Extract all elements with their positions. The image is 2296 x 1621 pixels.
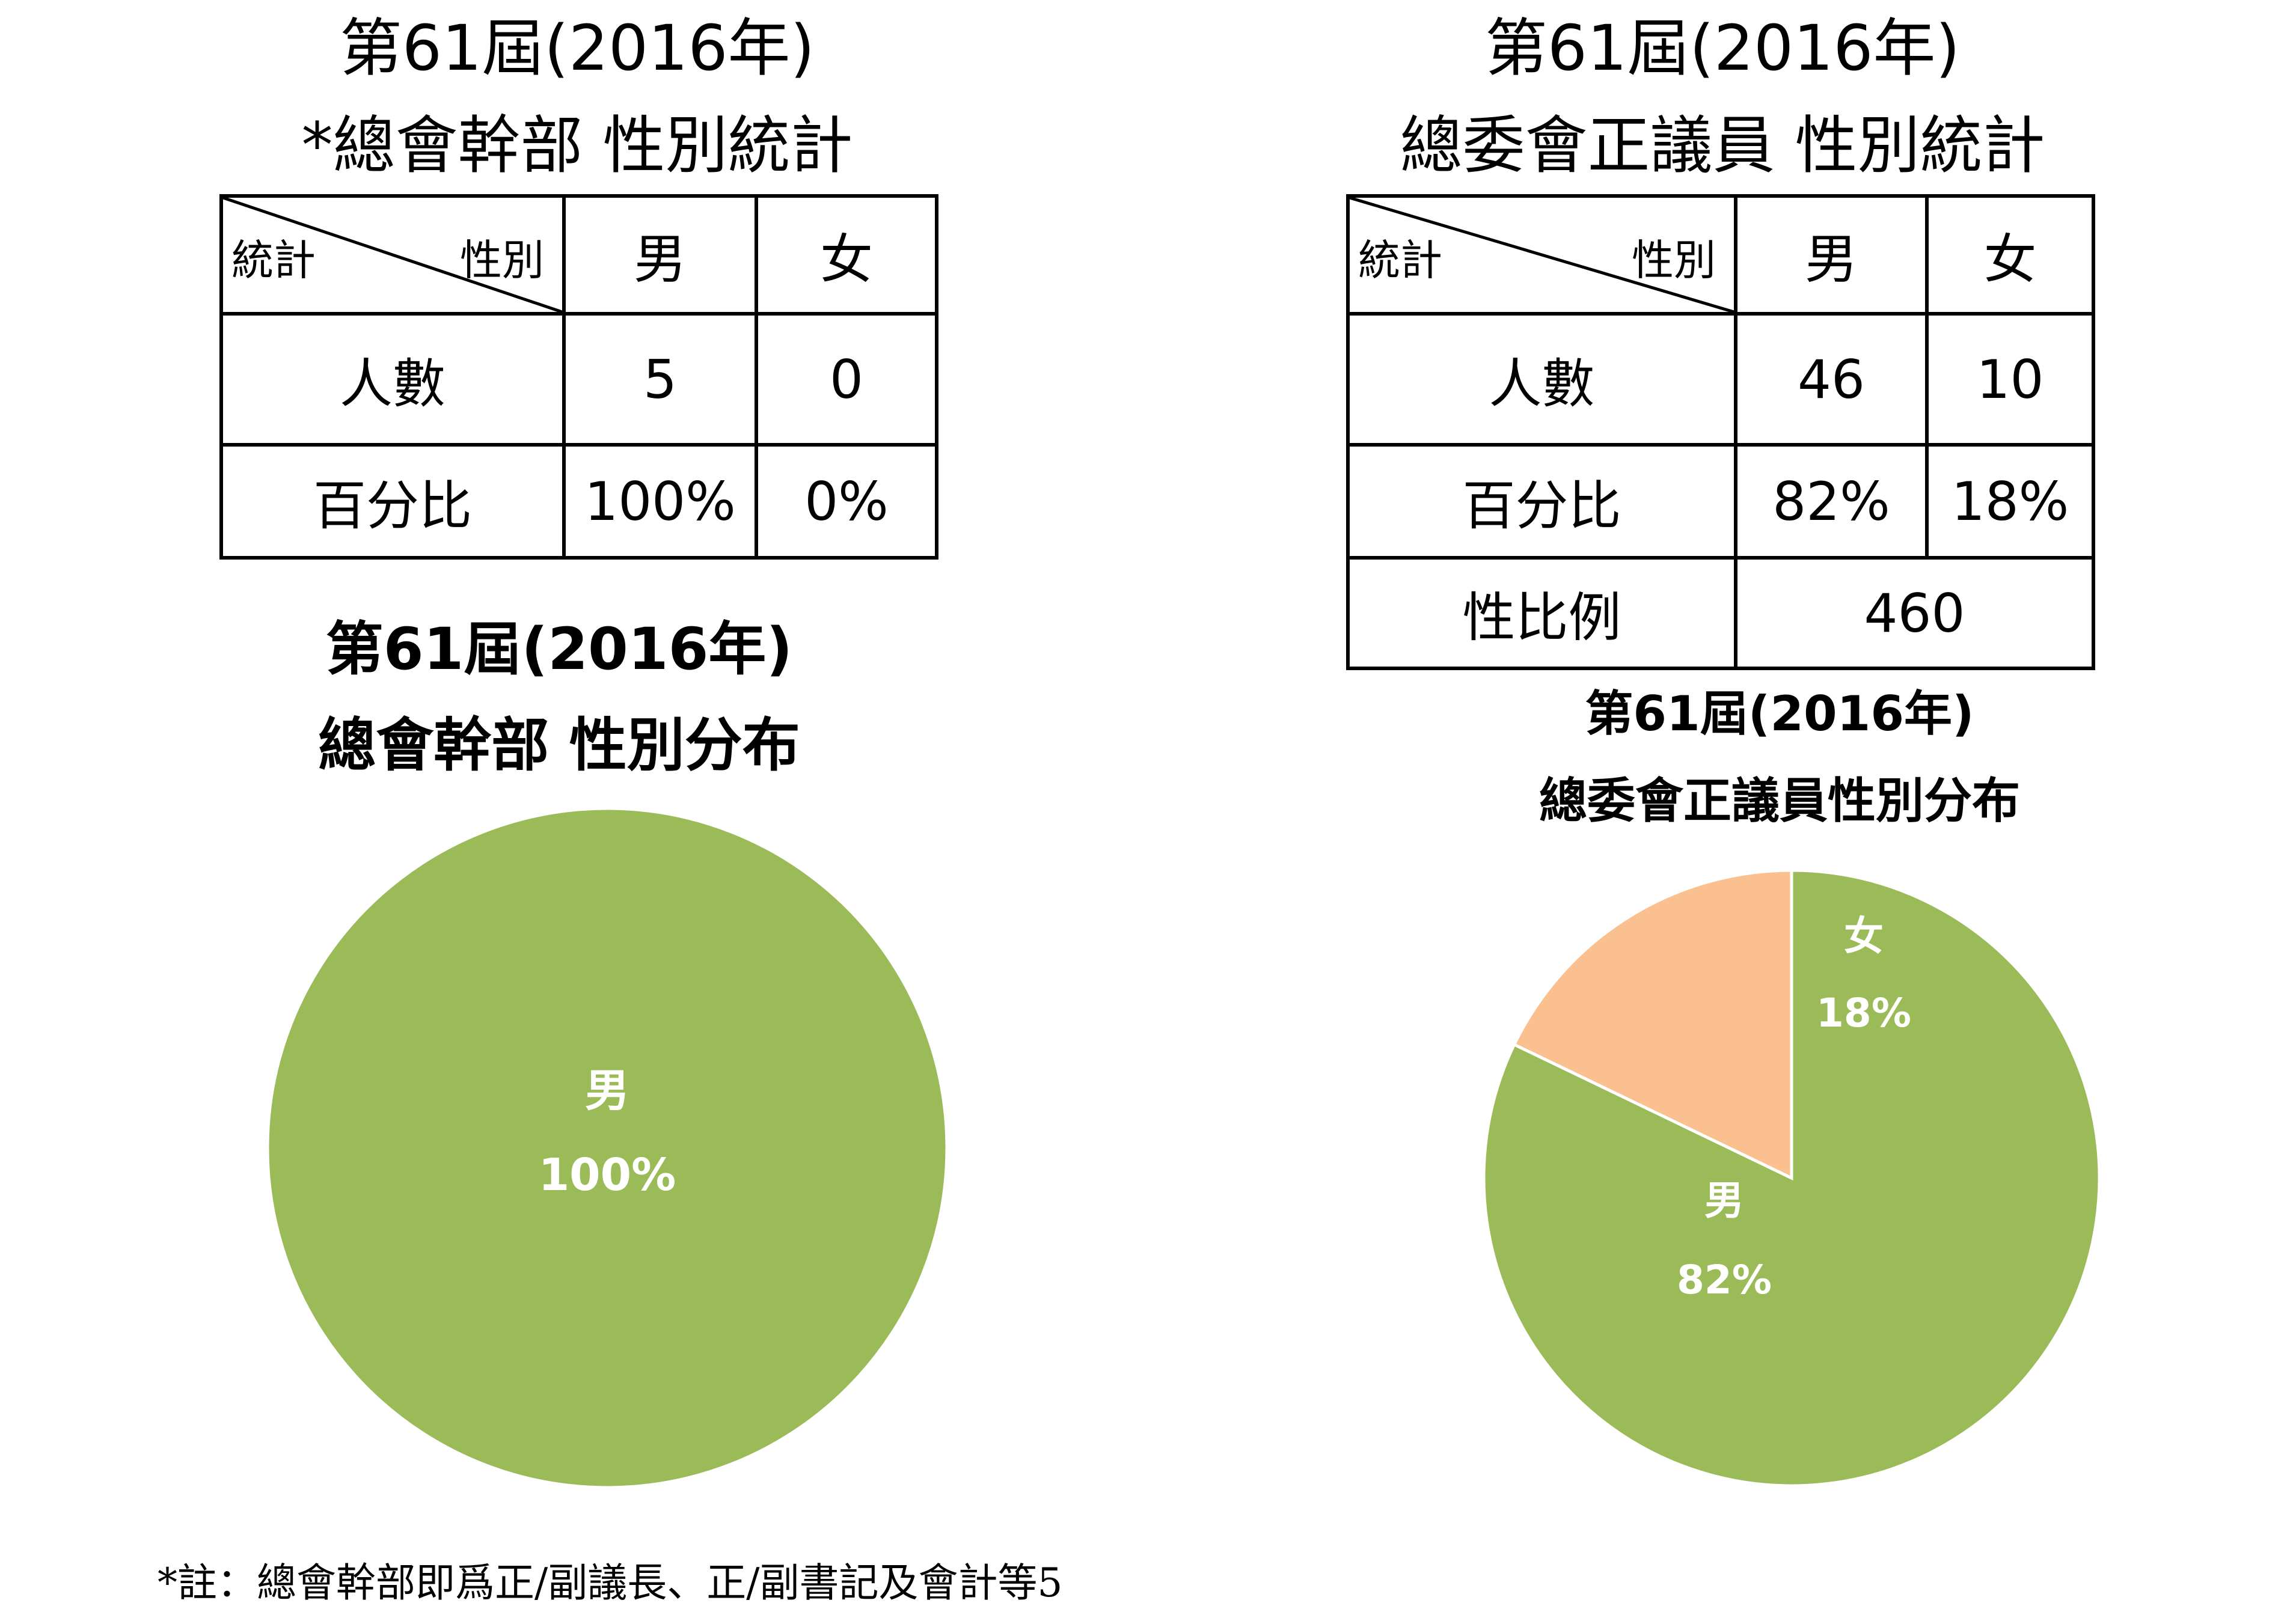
diagonal-line-icon (223, 198, 562, 312)
left-pie-chart: 男 100% (266, 807, 949, 1489)
corner-label-stat: 統計 (231, 236, 316, 285)
right-heading-line1: 第61屆(2016年) (1484, 11, 1961, 85)
right-stat-table: 統計 性別 男 女 人數 46 10 百分比 82% 18% 性比例 460 (1346, 194, 2095, 670)
slice-percent-label: 100% (539, 1149, 676, 1201)
slice-category-label: 女 (1844, 913, 1884, 959)
right-count-female: 10 (1925, 312, 2095, 447)
slice-category-label: 男 (1704, 1177, 1744, 1224)
slice-percent-label: 82% (1677, 1257, 1772, 1303)
diagonal-line-icon (1350, 198, 1734, 312)
left-percent-male: 100% (562, 443, 758, 560)
pie-slice-male (266, 807, 949, 1489)
pie-slice-female (1512, 869, 1793, 1180)
right-col-female: 女 (1925, 194, 2095, 316)
left-heading-line2: *總會幹部 性別統計 (301, 109, 853, 182)
right-chart-title-line2: 總委會正議員性別分布 (1539, 773, 2020, 829)
right-percent-female: 18% (1925, 443, 2095, 560)
corner-label-stat: 統計 (1358, 236, 1442, 285)
left-col-male: 男 (562, 194, 758, 316)
left-chart-title-line2: 總會幹部 性別分布 (318, 712, 800, 779)
right-row-count-label: 人數 (1346, 312, 1737, 447)
left-col-female: 女 (755, 194, 938, 316)
right-heading-line2: 總委會正議員 性別統計 (1400, 109, 2045, 182)
left-heading-line1: 第61屆(2016年) (339, 11, 815, 85)
right-col-male: 男 (1734, 194, 1929, 316)
right-pie-chart: 男 82% 女 18% (1482, 869, 2101, 1488)
left-percent-female: 0% (755, 443, 938, 560)
slice-percent-label: 18% (1816, 990, 1911, 1036)
right-row-percent-label: 百分比 (1346, 443, 1737, 560)
right-count-male: 46 (1734, 312, 1929, 447)
corner-label-gender: 性別 (1632, 236, 1716, 285)
left-chart-title-line1: 第61屆(2016年) (325, 615, 793, 683)
right-percent-male: 82% (1734, 443, 1929, 560)
left-count-male: 5 (562, 312, 758, 447)
right-chart-title-line1: 第61屆(2016年) (1585, 686, 1974, 742)
left-row-count-label: 人數 (219, 312, 566, 447)
left-row-percent-label: 百分比 (219, 443, 566, 560)
right-sexratio-value: 460 (1734, 556, 2095, 670)
slice-category-label: 男 (585, 1065, 629, 1117)
right-table-corner: 統計 性別 (1346, 194, 1737, 316)
left-count-female: 0 (755, 312, 938, 447)
left-stat-table: 統計 性別 男 女 人數 5 0 百分比 100% 0% (219, 194, 938, 560)
left-table-corner: 統計 性別 (219, 194, 566, 316)
footnote: *註：總會幹部即爲正/副議長、正/副書記及會計等5 (158, 1560, 1063, 1606)
right-row-sexratio-label: 性比例 (1346, 556, 1737, 670)
corner-label-gender: 性別 (460, 236, 544, 285)
